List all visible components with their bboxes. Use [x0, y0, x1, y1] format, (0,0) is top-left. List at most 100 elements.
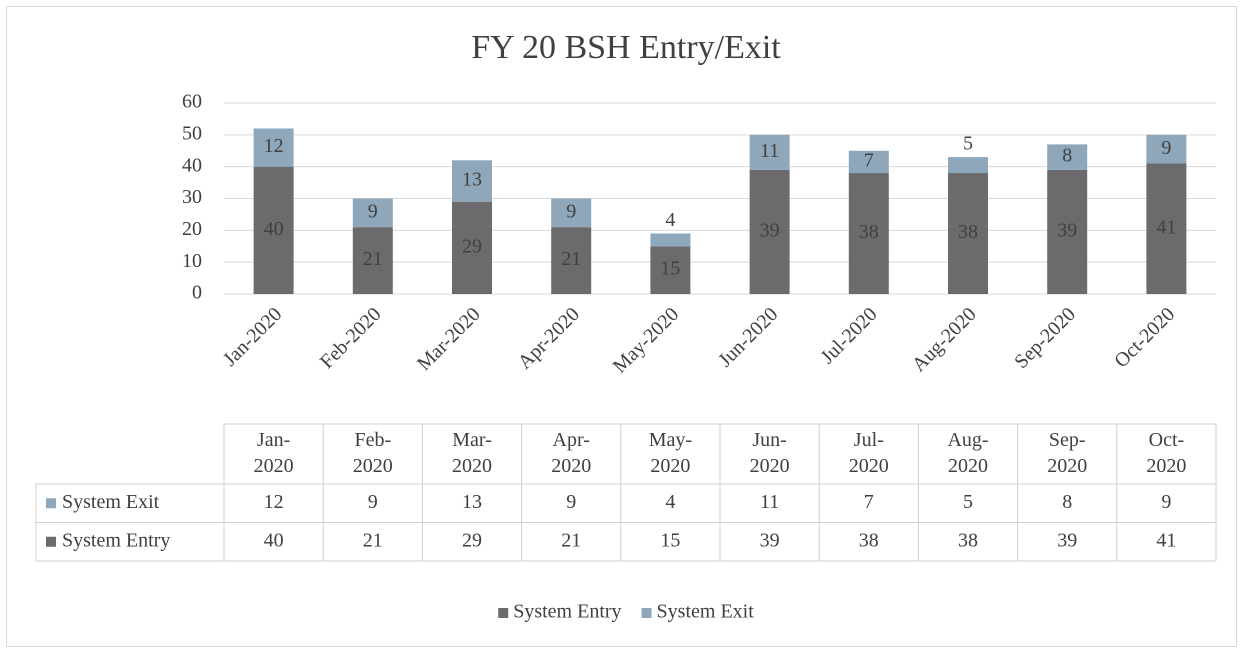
bar-segment: [650, 233, 691, 247]
table-header-part: 2020: [1047, 455, 1087, 477]
chart-border: [6, 6, 1237, 647]
table-header-part: Sep-: [1049, 429, 1086, 451]
table-cell: 39: [760, 529, 780, 551]
y-tick-label: 60: [182, 91, 202, 113]
data-label: 39: [760, 220, 780, 242]
bar-segment: [749, 134, 790, 170]
table-header-part: Jan-: [257, 429, 290, 451]
y-tick-label: 40: [182, 154, 202, 176]
data-label: 4: [665, 209, 675, 231]
legend-label: System Exit: [657, 601, 755, 623]
data-label: 21: [561, 248, 581, 270]
data-label: 29: [462, 235, 482, 257]
table-cell: 4: [665, 491, 675, 513]
table-cell: 29: [462, 529, 482, 551]
bar-segment: [948, 173, 988, 294]
table-header-part: Mar-: [452, 429, 492, 451]
table-cell: 41: [1156, 529, 1176, 551]
bar-segment: [452, 201, 492, 294]
table-header: Mar- 2020: [452, 429, 492, 477]
table-cell: 11: [760, 491, 779, 513]
table-cell: 9: [566, 491, 576, 513]
data-label: 11: [760, 140, 779, 162]
y-tick-label: 20: [182, 218, 202, 240]
data-label: 8: [1062, 145, 1072, 167]
table-header-part: 2020: [750, 455, 790, 477]
y-tick-label: 30: [182, 186, 202, 208]
table-cell: 13: [462, 491, 482, 513]
table-row-label: System Entry: [62, 529, 170, 551]
table-header-part: Aug-: [947, 429, 988, 451]
table-cell: 12: [264, 491, 284, 513]
table-cell: 39: [1057, 529, 1077, 551]
table-header-part: Feb-: [354, 429, 391, 451]
data-label: 41: [1156, 216, 1176, 238]
table-row-label: System Exit: [62, 491, 160, 513]
legend: System Entry System Exit: [498, 601, 754, 623]
data-label: 9: [368, 200, 378, 222]
bar-segment: [253, 166, 294, 294]
table-cell: 21: [561, 529, 581, 551]
bar-segment: [948, 157, 988, 174]
data-label: 38: [859, 221, 879, 243]
data-label: 15: [660, 258, 680, 280]
y-tick-label: 10: [182, 250, 202, 272]
table-header: Aug- 2020: [947, 429, 988, 477]
table-header: Feb- 2020: [353, 429, 393, 477]
bar-segment: [352, 227, 393, 294]
table-cell: 40: [264, 529, 284, 551]
bar-segment: [253, 128, 294, 167]
table-header-part: 2020: [254, 455, 294, 477]
table-header: Oct- 2020: [1146, 429, 1186, 477]
bar-segment: [848, 150, 889, 174]
legend-key: [641, 608, 652, 618]
data-label: 13: [462, 169, 482, 191]
table-cell: 15: [660, 529, 680, 551]
table-header-part: Apr-: [553, 429, 590, 451]
table-header-part: 2020: [650, 455, 690, 477]
data-label: 38: [958, 221, 978, 243]
legend-key: [46, 536, 56, 547]
bar-segment: [1047, 144, 1088, 170]
table-cell: 8: [1062, 491, 1072, 513]
table-header-part: May-: [649, 429, 692, 451]
table-cell: 21: [363, 529, 383, 551]
table-header: Sep- 2020: [1047, 429, 1087, 477]
data-label: 7: [864, 149, 874, 171]
table-header: Jun- 2020: [750, 429, 790, 477]
table-header-part: 2020: [948, 455, 988, 477]
bar-segment: [1146, 163, 1187, 294]
table-header: May- 2020: [649, 429, 692, 477]
legend-key: [46, 498, 56, 509]
table-cell: 5: [963, 491, 973, 513]
table-header-part: 2020: [353, 455, 393, 477]
data-label: 40: [264, 218, 284, 240]
data-label: 12: [264, 135, 284, 157]
chart-title: FY 20 BSH Entry/Exit: [471, 29, 781, 66]
bar-segment: [848, 173, 889, 294]
table-header-part: Jun-: [752, 429, 786, 451]
bar-segment: [749, 169, 790, 294]
table-header-part: 2020: [1146, 455, 1186, 477]
bar-segment: [551, 227, 592, 294]
bar-segment: [551, 198, 592, 228]
data-label: 21: [363, 248, 383, 270]
table-cell: 38: [958, 529, 978, 551]
data-label: 5: [963, 133, 973, 155]
bar-segment: [1146, 134, 1187, 164]
bar-segment: [650, 246, 691, 294]
table-header: Apr- 2020: [551, 429, 591, 477]
table-cell: 7: [864, 491, 874, 513]
table-header: Jul- 2020: [849, 429, 889, 477]
y-tick-label: 50: [182, 122, 202, 144]
table-header-part: 2020: [849, 455, 889, 477]
y-tick-label: 0: [192, 282, 202, 304]
bar-segment: [1047, 169, 1088, 294]
data-label: 9: [1161, 137, 1171, 159]
table-header-part: Jul-: [854, 429, 884, 451]
legend-label: System Entry: [513, 601, 621, 623]
table-header-part: Oct-: [1149, 429, 1185, 451]
table-header-part: 2020: [452, 455, 492, 477]
